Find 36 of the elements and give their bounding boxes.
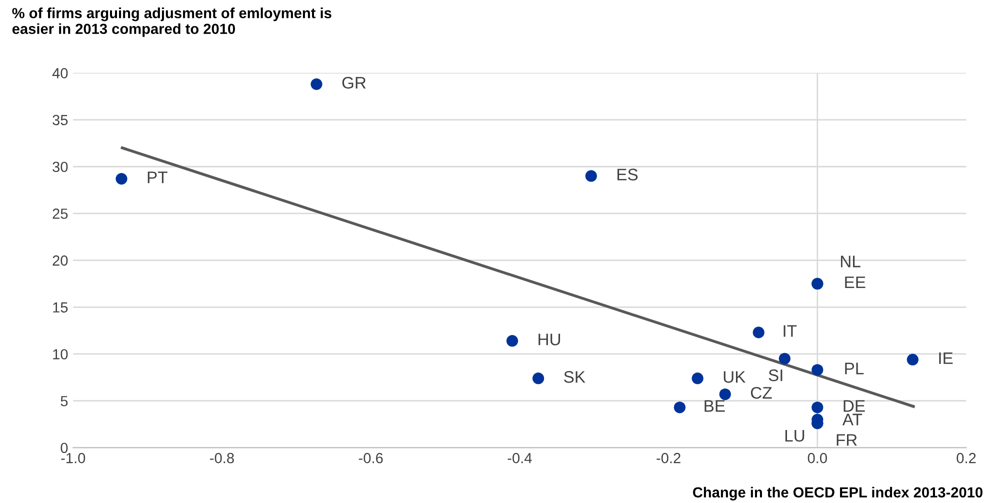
x-tick-label: -1.0 xyxy=(61,452,86,464)
y-tick-label: 30 xyxy=(52,162,68,172)
x-tick-label: -0.4 xyxy=(508,452,532,464)
annotation: SK xyxy=(564,371,586,383)
y-tick-label: 20 xyxy=(52,255,68,266)
y-tick-label: 40 xyxy=(52,68,68,78)
annotation: HU xyxy=(538,334,560,346)
annotation: LU xyxy=(785,430,804,442)
annotation: NL xyxy=(840,256,860,268)
annotation: IE xyxy=(939,352,953,364)
annotation: GR xyxy=(342,76,366,89)
x-tick-label: -0.2 xyxy=(656,452,680,464)
x-tick-label: 0.2 xyxy=(956,452,976,464)
y-tick-label: 35 xyxy=(52,114,68,126)
y-tick-label: 15 xyxy=(53,302,68,313)
annotation: UK xyxy=(724,371,746,383)
annotation: DE xyxy=(844,400,865,412)
annotation: EE xyxy=(845,276,866,288)
y-tick-label: 10 xyxy=(53,349,68,360)
annotation: ES xyxy=(618,168,638,180)
x-tick-label: -0.8 xyxy=(210,452,234,464)
annotation: CZ xyxy=(750,386,772,399)
annotation: AT xyxy=(842,414,862,426)
annotation: SI xyxy=(768,369,782,382)
annotation: FR xyxy=(836,434,857,446)
y-tick-label: 25 xyxy=(52,208,68,219)
annotation: PL xyxy=(845,362,864,374)
y-tick-label: 5 xyxy=(60,396,68,406)
annotation: IT xyxy=(784,325,797,337)
annotation: PT xyxy=(148,172,168,184)
annotation: BE xyxy=(704,400,725,412)
x-axis-title: Change in the OECD EPL index 2013-2010 xyxy=(692,486,982,500)
y-tick-label: 0 xyxy=(60,442,68,454)
x-tick-label: 0.0 xyxy=(808,452,827,464)
x-tick-label: -0.6 xyxy=(358,452,383,464)
y-axis-title: % of firms arguing adjusment of emloyment is easier in 2013 compared to 2010 xyxy=(12,8,332,37)
